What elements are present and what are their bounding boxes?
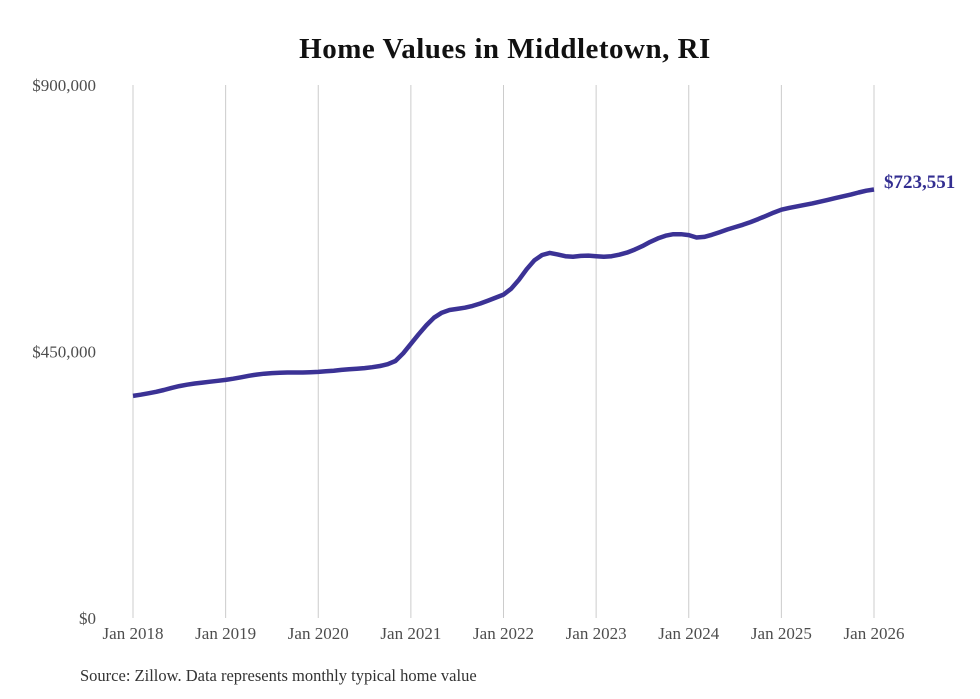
y-tick-label: $450,000 xyxy=(32,343,96,362)
x-tick-label: Jan 2022 xyxy=(473,624,534,643)
x-tick-label: Jan 2018 xyxy=(103,624,164,643)
x-tick-label: Jan 2021 xyxy=(380,624,441,643)
y-tick-label: $0 xyxy=(79,609,96,628)
x-tick-label: Jan 2020 xyxy=(288,624,349,643)
source-note: Source: Zillow. Data represents monthly … xyxy=(80,666,477,685)
home-value-line xyxy=(132,187,875,399)
x-tick-label: Jan 2026 xyxy=(844,624,905,643)
x-tick-label: Jan 2025 xyxy=(751,624,812,643)
x-tick-label: Jan 2023 xyxy=(566,624,627,643)
x-tick-label: Jan 2019 xyxy=(195,624,256,643)
x-tick-label: Jan 2024 xyxy=(658,624,719,643)
y-tick-label: $900,000 xyxy=(32,76,96,95)
chart-title: Home Values in Middletown, RI xyxy=(299,33,711,65)
latest-value-label: $723,551 xyxy=(884,172,956,193)
